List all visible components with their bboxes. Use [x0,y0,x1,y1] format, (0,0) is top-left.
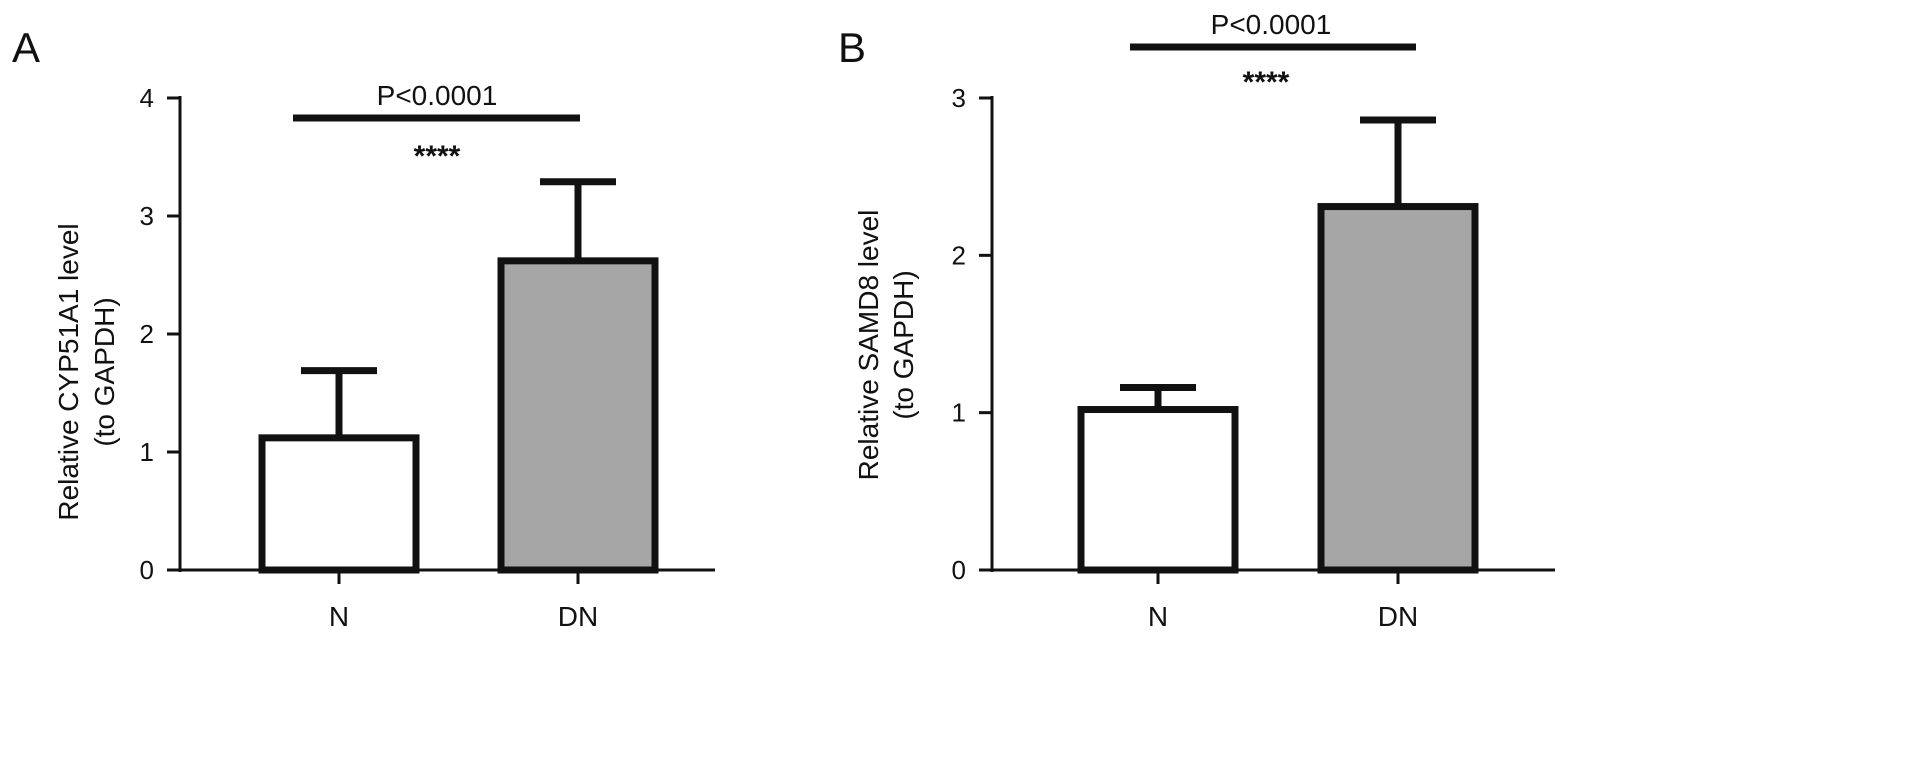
panel-a: A Relative CYP51A1 level (to GAPDH) P<0.… [12,24,715,632]
y-tick-label: 1 [952,398,966,428]
y-tick-label: 0 [140,555,154,585]
y-tick-label: 4 [140,83,154,113]
y-axis-title-line1: Relative SAMD8 level [853,210,884,481]
panel-b: B Relative SAMD8 level (to GAPDH) P<0.00… [838,9,1555,632]
y-tick-label: 1 [140,437,154,467]
bar-n [258,434,420,574]
y-tick-label: 3 [140,201,154,231]
y-axis-title-line2: (to GAPDH) [888,270,919,419]
y-tick-label: 0 [952,555,966,585]
y-tick-label: 3 [952,83,966,113]
p-value-label: P<0.0001 [377,80,498,111]
x-tick-label: DN [1378,601,1418,632]
p-value-label: P<0.0001 [1211,9,1332,40]
x-tick-label: N [1148,601,1168,632]
y-axis-title-line2: (to GAPDH) [89,297,120,446]
bar-dn [497,257,659,574]
x-tick-label: DN [558,601,598,632]
y-tick-label: 2 [952,240,966,270]
bar-n [1077,406,1239,574]
significance-stars: **** [1243,66,1290,99]
y-axis-title-line1: Relative CYP51A1 level [53,223,84,520]
significance-stars: **** [414,140,461,173]
y-tick-label: 2 [140,319,154,349]
x-tick-label: N [329,601,349,632]
panel-letter: A [12,24,40,71]
bar-dn [1317,203,1479,574]
panel-letter: B [838,24,866,71]
